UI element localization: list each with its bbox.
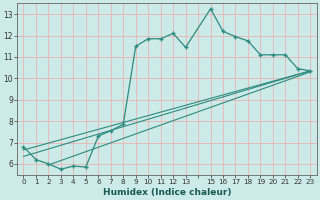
X-axis label: Humidex (Indice chaleur): Humidex (Indice chaleur): [103, 188, 231, 197]
